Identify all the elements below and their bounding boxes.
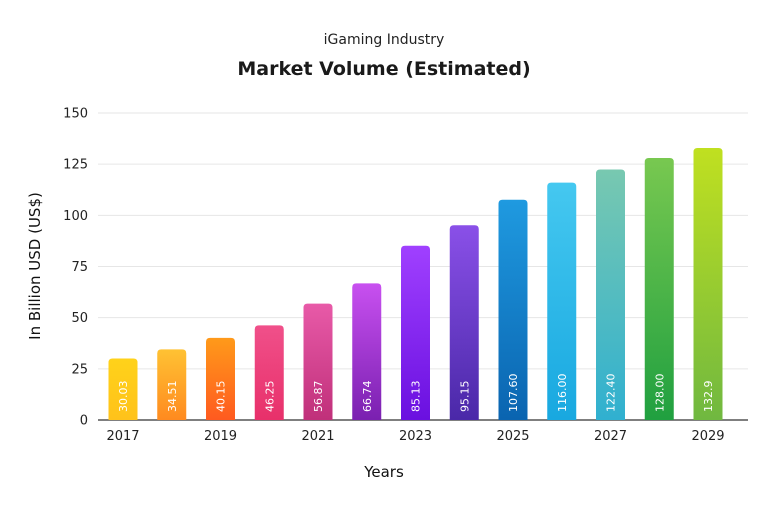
y-axis-ticks: 0 25 50 75 100 125 150	[63, 107, 88, 429]
bar-2029	[693, 147, 723, 421]
x-tick-label: 2023	[399, 429, 432, 444]
x-tick-label: 2029	[691, 429, 724, 444]
bar-2019	[206, 337, 235, 420]
chart-title: Market Volume (Estimated)	[237, 58, 531, 80]
y-tick-label: 50	[71, 311, 88, 326]
x-tick-label: 2027	[594, 429, 627, 444]
bars-layer: 30.03 34.51 40.15 46.25 56.87 66.74 85.13 95.15…	[108, 147, 723, 421]
bar-value-label: 95.15	[458, 381, 471, 413]
bar-value-label: 46.25	[263, 381, 276, 413]
bar-2028	[644, 158, 674, 420]
y-tick-label: 0	[80, 414, 88, 429]
bar-value-label: 132.9	[702, 381, 715, 413]
y-axis-title: In Billion USD (US$)	[26, 192, 44, 340]
x-tick-label: 2017	[106, 429, 139, 444]
bar-value-label: 116.00	[556, 374, 569, 413]
y-tick-label: 25	[71, 362, 88, 377]
bar-value-label: 66.74	[361, 381, 374, 413]
bar-2025	[498, 199, 528, 420]
bar-value-label: 128.00	[653, 374, 666, 413]
bar-value-label: 85.13	[410, 381, 423, 413]
x-axis-ticks: 2017 2019 2021 2023 2025 2027 2029	[106, 429, 724, 444]
bar-2021	[303, 303, 333, 420]
bar-2024	[449, 225, 479, 420]
bar-2018	[157, 349, 187, 420]
x-axis-title: Years	[363, 463, 404, 481]
bar-2027	[596, 169, 625, 420]
bar-value-label: 40.15	[215, 381, 228, 413]
bar-value-label: 122.40	[605, 374, 618, 413]
bar-2020	[254, 325, 284, 420]
bar-2023	[401, 245, 430, 420]
bar-value-label: 56.87	[312, 381, 325, 413]
y-tick-label: 75	[71, 260, 88, 275]
bar-value-label: 34.51	[166, 381, 179, 413]
y-tick-label: 125	[63, 158, 88, 173]
y-tick-label: 100	[63, 209, 88, 224]
bar-value-label: 30.03	[117, 381, 130, 413]
bar-2022	[352, 283, 382, 420]
x-tick-label: 2019	[204, 429, 237, 444]
chart-subtitle: iGaming Industry	[323, 32, 445, 48]
bar-2017	[108, 358, 138, 420]
x-tick-label: 2025	[496, 429, 529, 444]
x-tick-label: 2021	[301, 429, 334, 444]
y-tick-label: 150	[63, 107, 88, 122]
bar-value-label: 107.60	[507, 374, 520, 413]
bar-2026	[547, 182, 577, 420]
